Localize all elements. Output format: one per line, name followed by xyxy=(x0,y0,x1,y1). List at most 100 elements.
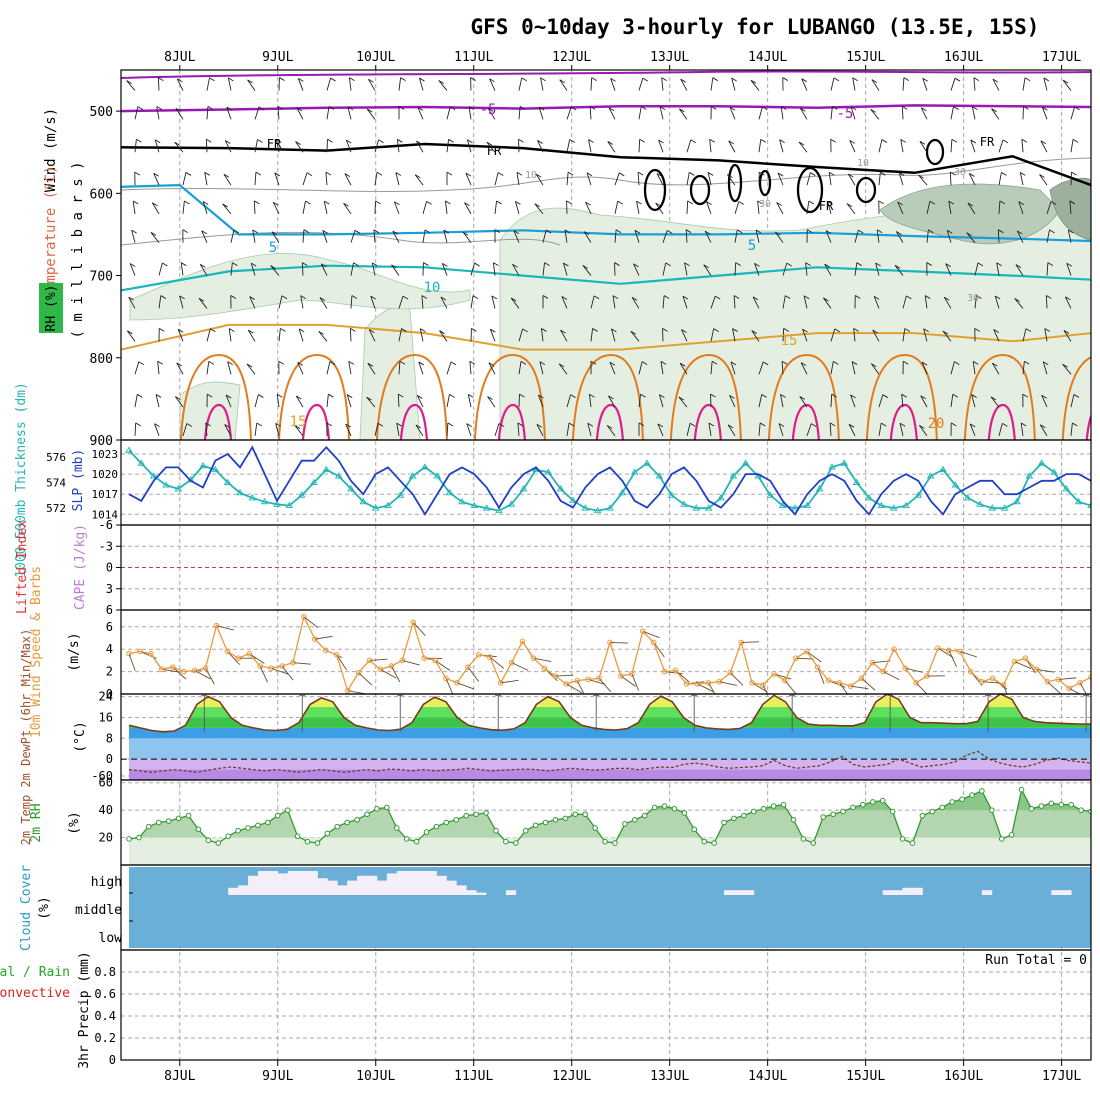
wind-barb-flag xyxy=(882,140,887,143)
rh-fill-group xyxy=(121,780,1091,838)
wind-barb xyxy=(159,263,162,276)
wind-barb xyxy=(687,201,688,214)
wind10-barb xyxy=(949,650,957,666)
rh-label-30-b: 30 xyxy=(759,199,771,210)
precip-tick-label: 0.8 xyxy=(94,965,116,979)
wind-barb-flag xyxy=(307,173,312,176)
high-cloud-bar xyxy=(347,881,357,895)
wind-barb-flag xyxy=(710,139,715,142)
high-cloud-bar xyxy=(337,885,347,895)
wind-barb-flag xyxy=(1022,139,1027,142)
wind-barb xyxy=(951,139,952,152)
wind-barb xyxy=(447,394,449,407)
freezing-loop xyxy=(691,176,709,204)
wind-barb xyxy=(950,172,951,185)
rh2m-point xyxy=(474,812,479,817)
rh2m-point xyxy=(821,815,826,820)
precip-legend-conv: Convective xyxy=(0,986,70,1001)
rh2m-point xyxy=(335,824,340,829)
wind-barb-flag xyxy=(475,263,480,266)
wind-barb xyxy=(992,109,999,120)
rh2m-point xyxy=(771,804,776,809)
cape-ylabel-li: Lifted Index xyxy=(15,520,30,614)
wind-barb xyxy=(687,140,691,152)
wind-barb-flag xyxy=(206,139,211,142)
high-cloud-bar xyxy=(912,888,922,895)
wind-barb xyxy=(255,395,258,408)
wind-barb xyxy=(495,172,498,185)
rh2m-point xyxy=(722,820,727,825)
wind10-barb xyxy=(632,674,639,691)
wind-barb-flag xyxy=(809,201,814,204)
wind-barb xyxy=(495,201,497,214)
date-label-top: 9JUL xyxy=(262,50,293,65)
wind-barb-flag xyxy=(138,107,143,110)
high-cloud-bar xyxy=(377,881,387,895)
wind-barb xyxy=(445,201,447,214)
rh2m-point xyxy=(513,841,518,846)
wind-barb xyxy=(919,175,927,185)
wind-barb xyxy=(799,142,807,152)
high-cloud-bar xyxy=(883,890,893,895)
wind-barb-flag xyxy=(810,173,815,176)
date-label-top: 8JUL xyxy=(164,50,195,65)
wind-barb xyxy=(324,201,327,214)
wind-barb-flag xyxy=(447,172,452,175)
rh2m-point xyxy=(236,828,241,833)
wind-barb xyxy=(735,201,739,213)
date-label-top: 12JUL xyxy=(552,50,591,65)
wind-barb xyxy=(135,362,139,374)
temp-band xyxy=(121,738,1091,759)
wind-barb-flag xyxy=(1003,140,1008,143)
contour-label-15-a: 15 xyxy=(781,333,798,349)
temp-tick-label: 24 xyxy=(99,690,113,704)
high-cloud-bar xyxy=(308,871,318,895)
rh2m-point xyxy=(345,820,350,825)
wind-barb xyxy=(205,172,207,185)
rh2m-point xyxy=(315,841,320,846)
wind-barb-flag xyxy=(449,139,454,142)
wind-barb-flag xyxy=(761,139,766,142)
wind-barb-flag xyxy=(257,139,262,142)
contour-label-fr-c: FR xyxy=(980,135,995,149)
wind-barb xyxy=(637,201,639,214)
wind-barb-flag xyxy=(209,361,214,364)
rh2m-point xyxy=(990,808,995,813)
wind-barb xyxy=(1022,139,1023,152)
wind-barb xyxy=(463,232,471,242)
cape-tick-label: -3 xyxy=(99,539,113,553)
rh2m-point xyxy=(613,841,618,846)
wind-barb-flag xyxy=(498,172,503,175)
high-cloud-bar xyxy=(367,876,377,895)
high-cloud-bar xyxy=(466,890,476,895)
wind-barb-flag xyxy=(640,139,645,142)
wind-barb xyxy=(639,107,641,120)
wind-ylabel-unit: (m/s) xyxy=(67,632,82,671)
wind-barb xyxy=(327,78,331,90)
wind-barb-flag xyxy=(256,172,261,175)
precip-legend-total: Total / Rain xyxy=(0,965,70,980)
wind-barb-flag xyxy=(401,78,406,81)
wind-barb xyxy=(519,78,522,91)
wind-barb-flag xyxy=(497,201,502,204)
rh2m-point xyxy=(424,830,429,835)
rh2m-point xyxy=(910,841,915,846)
wind10-barb xyxy=(883,672,899,680)
wind-barb xyxy=(374,230,375,243)
rh2m-point xyxy=(702,839,707,844)
wind-barb xyxy=(279,328,280,341)
rh2m-point xyxy=(801,837,806,842)
precip-ylabel: 3hr Precip (mm) xyxy=(77,951,92,1068)
rh2m-point xyxy=(533,823,538,828)
cape-tick-label: 0 xyxy=(106,561,113,575)
wind-barb xyxy=(135,423,136,436)
wind-barb xyxy=(127,81,135,91)
wind10-barb xyxy=(315,636,333,639)
wind-barb xyxy=(349,78,351,91)
high-cloud-bar xyxy=(387,873,397,895)
rh2m-point xyxy=(930,809,935,814)
temp-tick-label: 8 xyxy=(106,731,113,745)
wind-barb-flag xyxy=(184,201,189,204)
wind-barb xyxy=(181,263,183,276)
high-cloud-bar xyxy=(446,881,456,895)
